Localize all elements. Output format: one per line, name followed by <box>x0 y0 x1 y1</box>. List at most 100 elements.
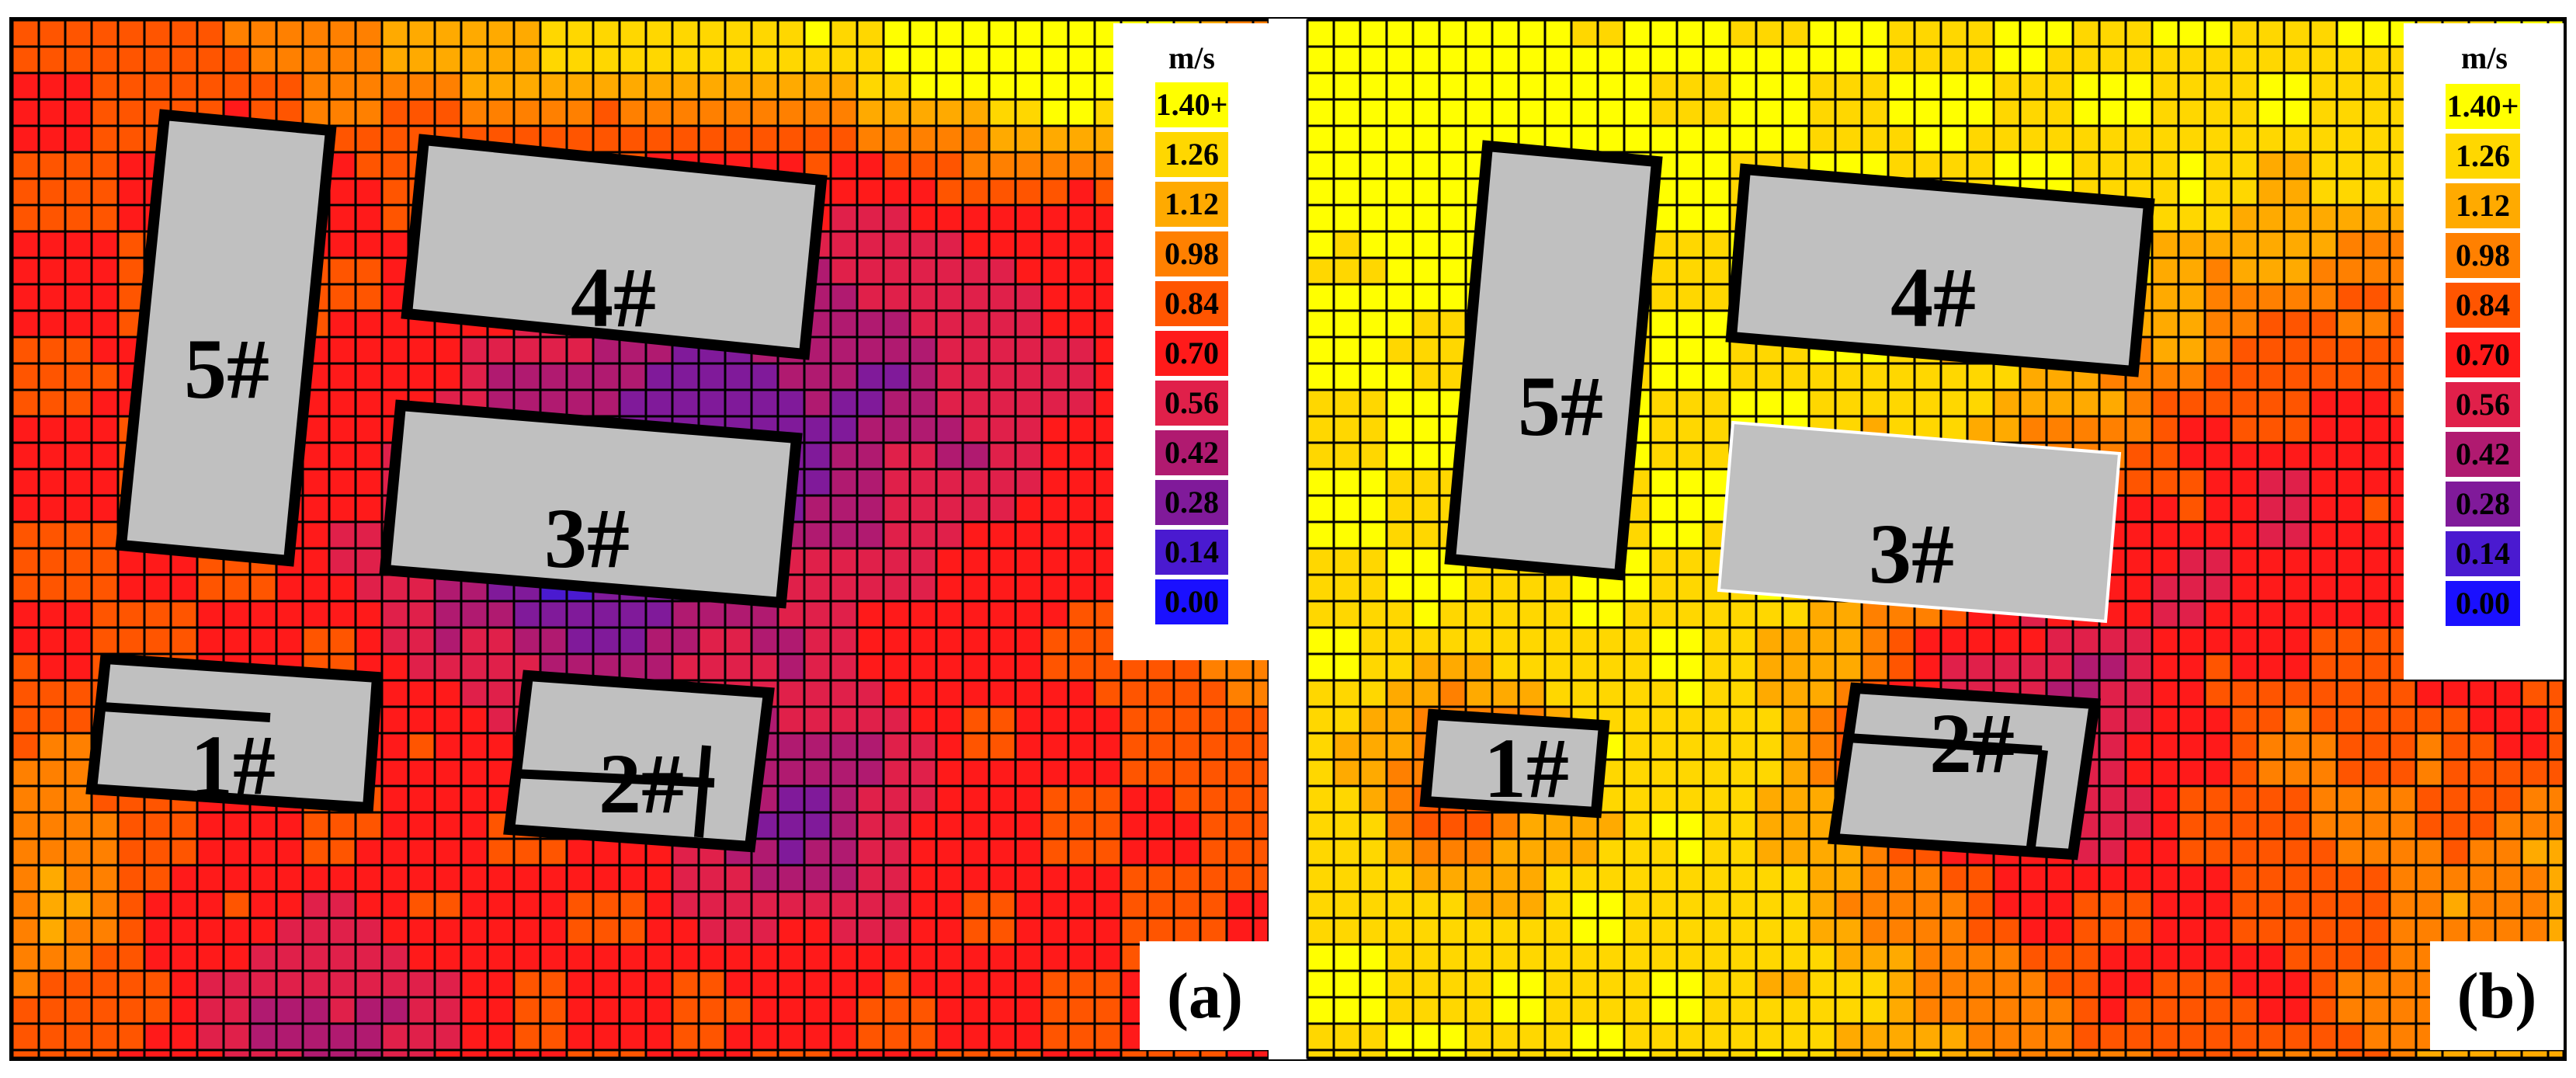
speed-cell <box>2362 124 2391 154</box>
speed-cell <box>2335 890 2365 920</box>
speed-cell <box>486 705 516 735</box>
speed-cell <box>2362 679 2391 708</box>
speed-cell <box>1649 652 1679 682</box>
speed-cell <box>64 969 93 999</box>
speed-cell <box>37 864 67 893</box>
speed-cell <box>37 124 67 154</box>
speed-cell <box>2151 864 2180 893</box>
speed-cell <box>1913 1048 1942 1059</box>
speed-cell <box>856 283 885 312</box>
speed-cell <box>592 124 621 154</box>
legend-swatch <box>2446 283 2520 328</box>
speed-cell <box>169 45 199 75</box>
speed-cell <box>961 943 991 972</box>
speed-cell <box>2415 837 2444 867</box>
speed-cell <box>2415 784 2444 814</box>
speed-cell <box>486 336 516 365</box>
speed-cell <box>829 71 859 101</box>
speed-cell <box>776 784 806 814</box>
speed-cell <box>1411 652 1441 682</box>
speed-cell <box>1120 758 1149 788</box>
speed-cell <box>671 19 700 48</box>
speed-cell <box>37 309 67 339</box>
speed-cell <box>935 1022 964 1052</box>
speed-cell <box>512 98 542 127</box>
speed-cell <box>2362 626 2391 655</box>
speed-cell <box>1623 573 1652 603</box>
speed-cell <box>1040 71 1070 101</box>
speed-cell <box>116 890 146 920</box>
speed-cell <box>1702 996 1731 1025</box>
speed-cell <box>143 969 172 999</box>
speed-cell <box>1992 45 2022 75</box>
speed-cell <box>2230 256 2259 286</box>
speed-cell <box>90 71 120 101</box>
speed-cell <box>2151 811 2180 840</box>
speed-cell <box>1067 837 1096 867</box>
speed-cell <box>2283 203 2312 233</box>
speed-cell <box>2335 996 2365 1025</box>
speed-cell <box>1596 19 1626 48</box>
speed-cell <box>1623 916 1652 946</box>
speed-cell <box>2283 468 2312 497</box>
speed-cell <box>1332 309 1362 339</box>
speed-cell <box>275 943 304 972</box>
speed-cell <box>301 1022 331 1052</box>
speed-cell <box>2309 1048 2338 1059</box>
speed-cell <box>1966 996 1995 1025</box>
speed-cell <box>882 732 911 761</box>
speed-cell <box>2256 626 2286 655</box>
speed-cell <box>856 309 885 339</box>
speed-cell <box>1306 45 1335 75</box>
speed-cell <box>1649 415 1679 444</box>
speed-cell <box>565 837 595 867</box>
speed-cell <box>882 784 911 814</box>
speed-cell <box>1702 124 1731 154</box>
speed-cell <box>90 916 120 946</box>
speed-cell <box>1913 652 1942 682</box>
speed-cell <box>37 784 67 814</box>
speed-cell <box>1067 388 1096 418</box>
speed-cell <box>2071 626 2101 655</box>
speed-cell <box>1146 705 1175 735</box>
speed-cell <box>512 1022 542 1052</box>
speed-cell <box>354 520 384 550</box>
speed-cell <box>512 362 542 391</box>
speed-cell <box>1438 679 1467 708</box>
speed-cell <box>2494 784 2523 814</box>
speed-cell <box>433 837 463 867</box>
speed-cell <box>2362 71 2391 101</box>
legend-value: 0.84 <box>2456 287 2510 322</box>
speed-cell <box>1887 916 1916 946</box>
speed-cell <box>988 151 1017 180</box>
speed-cell <box>222 45 252 75</box>
speed-cell <box>328 600 357 629</box>
speed-cell <box>539 996 568 1025</box>
speed-cell <box>1014 19 1043 48</box>
speed-cell <box>1755 890 1784 920</box>
speed-cell <box>1359 547 1388 576</box>
speed-cell <box>829 705 859 735</box>
speed-cell <box>1385 679 1415 708</box>
speed-cell <box>1411 45 1441 75</box>
speed-cell <box>1702 19 1731 48</box>
building-label: 5# <box>1518 359 1603 454</box>
speed-cell <box>908 573 938 603</box>
speed-cell <box>1359 520 1388 550</box>
speed-cell <box>275 996 304 1025</box>
speed-cell <box>2230 230 2259 259</box>
speed-cell <box>1359 784 1388 814</box>
speed-cell <box>829 230 859 259</box>
speed-cell <box>1728 600 1758 629</box>
speed-cell <box>1411 415 1441 444</box>
speed-cell <box>1306 547 1335 576</box>
speed-cell <box>2309 943 2338 972</box>
speed-cell <box>1781 916 1810 946</box>
speed-cell <box>2388 890 2418 920</box>
speed-cell <box>169 916 199 946</box>
speed-cell <box>776 996 806 1025</box>
speed-cell <box>354 362 384 391</box>
speed-cell <box>2071 71 2101 101</box>
speed-cell <box>592 943 621 972</box>
speed-cell <box>988 468 1017 497</box>
